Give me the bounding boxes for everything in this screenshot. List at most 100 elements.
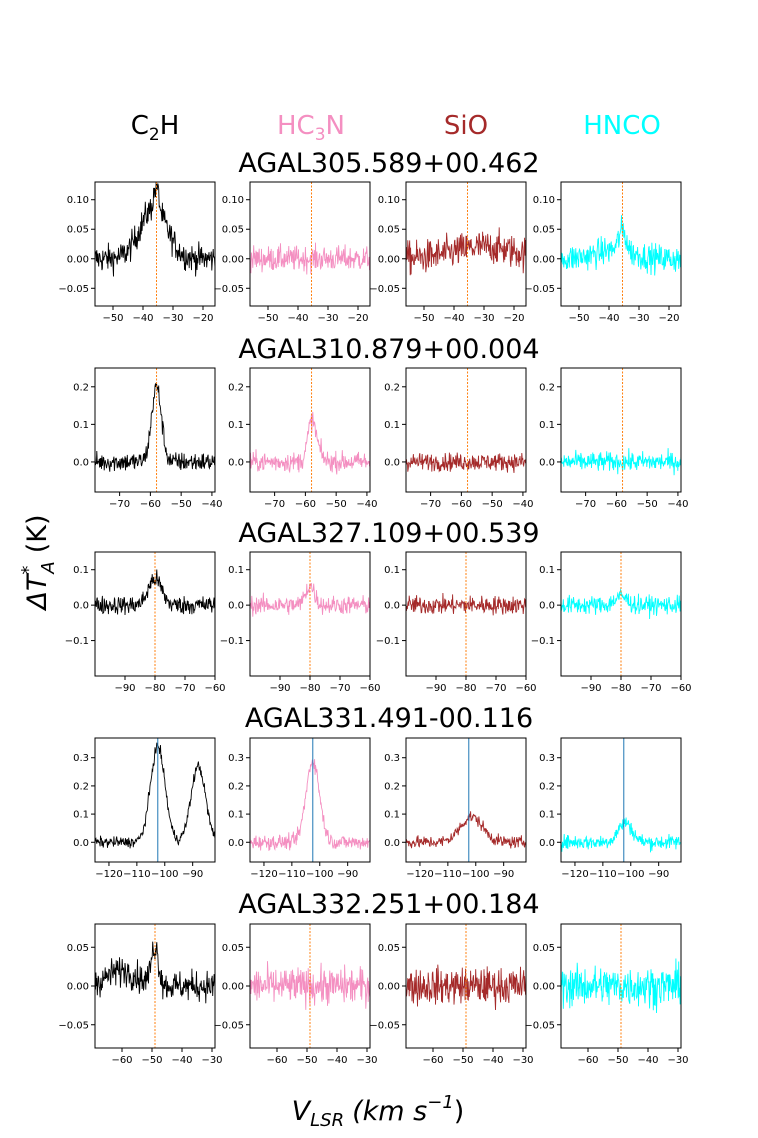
- spectrum-line: [561, 215, 681, 276]
- y-tick-label: 0.3: [384, 753, 400, 764]
- y-tick-label: 0.3: [228, 753, 244, 764]
- x-tick-label: −100: [306, 869, 333, 880]
- molecule-header-base: SiO: [444, 111, 488, 141]
- x-tick-label: −50: [296, 1055, 317, 1066]
- spectrum-panel-hc3n: −50 −40 −30 −20 0.10 0.05 0.00 −0.05: [213, 181, 371, 324]
- x-tick-label: −110: [123, 869, 150, 880]
- y-tick-label: 0.00: [533, 982, 555, 993]
- x-tick-label: −80: [299, 683, 320, 694]
- y-tick-label: 0.00: [67, 254, 89, 265]
- y-tick-label: 0.00: [222, 982, 244, 993]
- panel-frame: [249, 181, 371, 307]
- y-axis-label-sub: A: [38, 561, 59, 574]
- x-tick-label: −60: [204, 683, 225, 694]
- y-tick-label: 0.0: [73, 601, 89, 612]
- y-tick-label: 0.0: [384, 457, 400, 468]
- x-tick-label: −70: [174, 683, 195, 694]
- x-tick-label: −40: [482, 1055, 503, 1066]
- x-tick-label: −30: [356, 1055, 377, 1066]
- x-tick-label: −80: [144, 683, 165, 694]
- molecule-header-rest: N: [326, 111, 345, 141]
- x-tick-label: −40: [171, 1055, 192, 1066]
- x-tick-label: −90: [337, 869, 358, 880]
- y-tick-label: 0.0: [384, 601, 400, 612]
- x-tick-label: −50: [257, 313, 278, 324]
- spectrum-panel-hnco: −60 −50 −40 −30 0.05 0.00 −0.05: [524, 923, 689, 1066]
- y-tick-label: 0.1: [539, 420, 555, 431]
- y-tick-label: 0.3: [73, 753, 89, 764]
- x-tick-label: −90: [114, 683, 135, 694]
- x-tick-label: −50: [568, 313, 589, 324]
- y-tick-label: 0.05: [222, 225, 244, 236]
- x-tick-label: −80: [610, 683, 631, 694]
- molecule-header-c2h: C2H: [131, 111, 180, 145]
- molecule-header-sio: SiO: [444, 111, 488, 141]
- x-tick-label: −120: [250, 869, 277, 880]
- spectrum-panel-hc3n: −70 −60 −50 −40 0.2 0.1 0.0: [228, 367, 377, 510]
- x-tick-label: −20: [347, 313, 368, 324]
- x-tick-label: −50: [326, 499, 347, 510]
- y-tick-label: 0.0: [228, 601, 244, 612]
- y-tick-label: 0.0: [539, 601, 555, 612]
- spectrum-panel-hc3n: −120 −110 −100 −90 0.3 0.2 0.1 0.0: [228, 737, 371, 880]
- x-tick-label: −30: [201, 1055, 222, 1066]
- x-tick-label: −90: [493, 869, 514, 880]
- x-tick-label: −50: [141, 1055, 162, 1066]
- molecule-headers: C2H HC3N SiO HNCO: [131, 111, 661, 145]
- x-tick-label: −70: [109, 499, 130, 510]
- y-tick-label: −0.05: [369, 284, 400, 295]
- y-tick-label: 0.05: [378, 943, 400, 954]
- y-tick-label: 0.0: [384, 838, 400, 849]
- spectrum-line: [250, 242, 370, 275]
- y-tick-label: −0.1: [220, 636, 244, 647]
- y-tick-label: 0.0: [73, 457, 89, 468]
- x-tick-label: −90: [425, 683, 446, 694]
- source-title: AGAL331.491-00.116: [245, 703, 533, 734]
- x-tick-label: −60: [266, 1055, 287, 1066]
- y-tick-label: 0.1: [73, 565, 89, 576]
- x-tick-label: −60: [295, 499, 316, 510]
- spectrum-line: [250, 411, 370, 475]
- x-tick-label: −40: [667, 499, 688, 510]
- x-tick-label: −20: [658, 313, 679, 324]
- spectrum-panel-sio: −50 −40 −30 −20 0.10 0.05 0.00 −0.05: [369, 181, 527, 324]
- y-tick-label: 0.3: [539, 753, 555, 764]
- molecule-header-rest: H: [160, 111, 180, 141]
- x-axis-label-main: V: [292, 1096, 313, 1127]
- y-tick-label: 0.2: [384, 382, 400, 393]
- x-axis-label-unit: (km s: [352, 1096, 427, 1127]
- x-tick-label: −40: [132, 313, 153, 324]
- spectrum-panel-hnco: −70 −60 −50 −40 0.2 0.1 0.0: [539, 367, 688, 510]
- panel-frame: [94, 181, 216, 307]
- y-tick-label: 0.00: [378, 254, 400, 265]
- source-title: AGAL332.251+00.184: [238, 889, 539, 920]
- x-tick-label: −100: [617, 869, 644, 880]
- x-axis-label-exp: −1: [427, 1092, 454, 1113]
- x-tick-label: −100: [151, 869, 178, 880]
- spectrum-panel-hnco: −90 −80 −70 −60 0.1 0.0 −0.1: [531, 551, 692, 694]
- source-row: AGAL305.589+00.462 −50 −40 −30 −20 0.10 0.05 0.…: [58, 148, 682, 324]
- y-tick-label: 0.00: [378, 982, 400, 993]
- y-tick-label: 0.0: [539, 457, 555, 468]
- spectrum-line: [95, 382, 215, 472]
- x-tick-label: −70: [264, 499, 285, 510]
- x-tick-label: −120: [561, 869, 588, 880]
- source-title: AGAL327.109+00.539: [238, 518, 539, 549]
- x-tick-label: −60: [140, 499, 161, 510]
- y-tick-label: 0.0: [228, 457, 244, 468]
- y-tick-label: 0.05: [67, 943, 89, 954]
- y-tick-label: 0.1: [384, 565, 400, 576]
- x-axis-label-sub: LSR: [310, 1110, 344, 1131]
- x-tick-label: −60: [515, 683, 536, 694]
- molecule-header-base: C: [131, 111, 149, 141]
- y-tick-label: 0.0: [539, 838, 555, 849]
- y-axis-label-sup: *: [18, 566, 39, 575]
- x-tick-label: −50: [102, 313, 123, 324]
- spectrum-panel-c2h: −90 −80 −70 −60 0.1 0.0 −0.1: [65, 551, 226, 694]
- x-tick-label: −60: [606, 499, 627, 510]
- y-tick-label: 0.05: [533, 943, 555, 954]
- y-tick-label: 0.1: [73, 810, 89, 821]
- y-axis-label-unit: (K): [22, 514, 53, 553]
- y-tick-label: 0.05: [222, 943, 244, 954]
- x-tick-label: −60: [111, 1055, 132, 1066]
